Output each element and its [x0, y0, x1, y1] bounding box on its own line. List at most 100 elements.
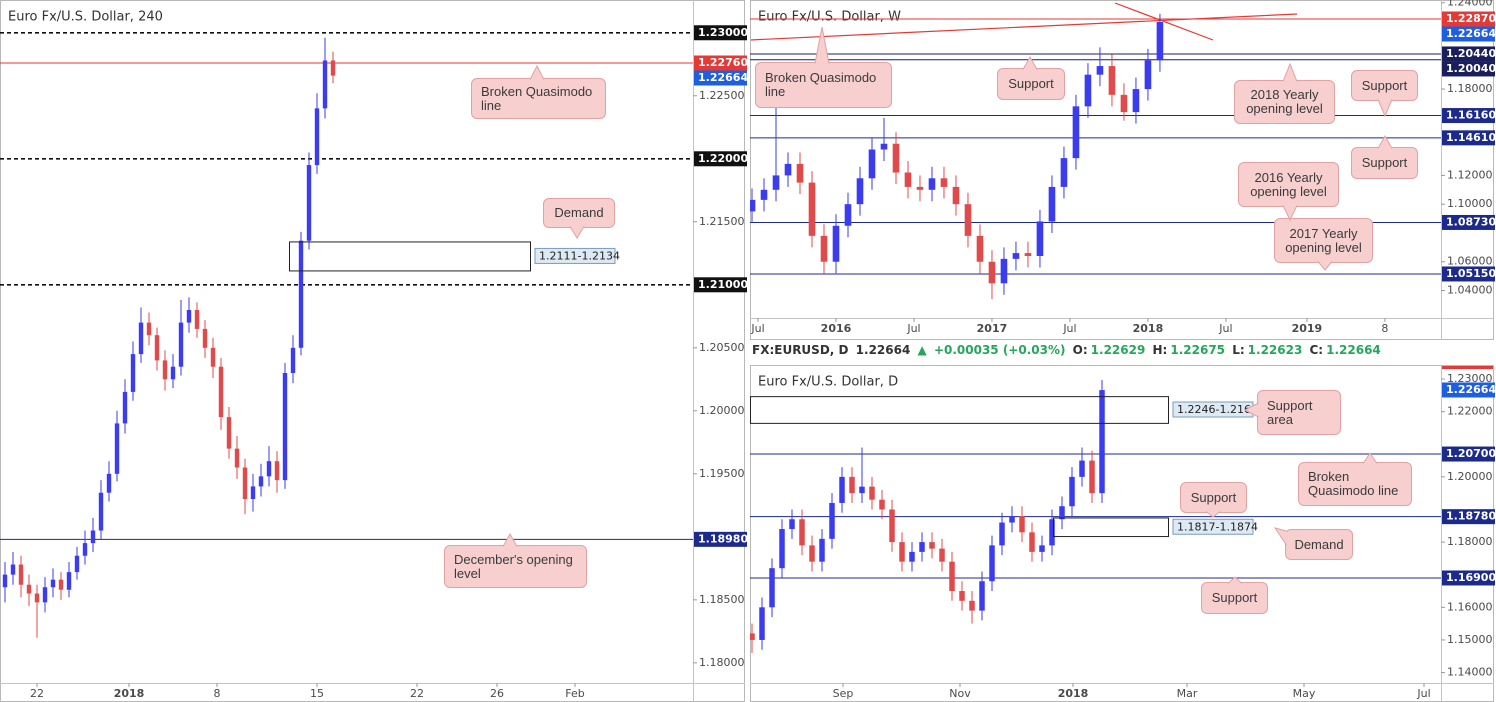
candle-body	[769, 568, 775, 608]
callout: 2018 Yearly opening level	[1234, 80, 1335, 124]
candle-body	[202, 328, 208, 348]
candle-body	[1009, 516, 1015, 523]
x-tick-label: 8	[1381, 322, 1388, 335]
candle-body	[969, 600, 975, 611]
candle-body	[844, 204, 852, 226]
y-tick-label: 1.10000	[1447, 197, 1493, 210]
x-tick-label: Jul	[1416, 687, 1430, 700]
candle-body	[258, 476, 264, 487]
last-price-label: 1.22664	[698, 71, 748, 84]
zone-label-box	[534, 247, 616, 264]
x-tick-label: Mar	[1177, 687, 1198, 700]
y-tick-label: 1.20000	[1447, 470, 1493, 483]
x-tick-label: 8	[214, 687, 221, 700]
callout: Broken Quasimodo line	[471, 78, 606, 119]
candle-body	[1156, 22, 1164, 61]
candle-body	[1039, 545, 1045, 552]
candle-body	[1108, 66, 1116, 95]
candle-body	[784, 163, 792, 176]
candle-body	[789, 519, 795, 530]
chart-panel: Euro Fx/U.S. Dollar, 240 1.18000 1.18500 1.…	[0, 0, 748, 702]
x-tick-label: Nov	[949, 687, 971, 700]
zone-label: 1.1817-1.1874	[1177, 520, 1258, 533]
candle-body	[869, 486, 875, 500]
candle-body	[919, 542, 925, 552]
x-tick-label: Jul	[1218, 322, 1232, 335]
candle-body	[186, 309, 192, 323]
chart-title: Euro Fx/U.S. Dollar, 240	[8, 10, 163, 25]
candle-body	[58, 579, 64, 590]
level-tag-label: 1.20440	[1446, 47, 1496, 60]
candle-body	[210, 347, 216, 367]
candle-body	[772, 175, 780, 190]
x-tick-label: Jul	[906, 322, 920, 335]
candle-body	[1049, 519, 1055, 546]
level-tag	[1442, 130, 1495, 146]
y-tick-label: 1.16000	[1447, 600, 1493, 613]
candle-body	[909, 551, 915, 562]
panel-frame	[750, 365, 1494, 702]
open: 1.22629	[1090, 343, 1146, 357]
candle-body	[829, 502, 835, 539]
candle-body	[759, 607, 765, 640]
close-label: C:	[1309, 343, 1324, 357]
candle-body	[194, 309, 200, 329]
candle-body	[2, 574, 8, 588]
level-tag-label: 1.16900	[1446, 571, 1496, 584]
candle-body	[106, 473, 112, 493]
candle-body	[892, 143, 900, 173]
candle-body	[899, 542, 905, 562]
candle-body	[66, 572, 72, 590]
plot-area	[750, 13, 1441, 300]
callout: Support	[1201, 582, 1268, 614]
zone	[750, 396, 1169, 424]
candle-body	[242, 467, 248, 500]
level-tag	[1442, 570, 1495, 586]
change: +0.00035 (+0.03%)	[933, 343, 1066, 357]
close: 1.22664	[1326, 343, 1381, 357]
x-tick-label: 2018	[1058, 687, 1089, 700]
symbol: FX:EURUSD, D	[752, 343, 849, 357]
candle-body	[154, 335, 160, 361]
candle-body	[940, 178, 948, 187]
candle-body	[178, 322, 184, 367]
candle-body	[1096, 66, 1104, 75]
candle-body	[250, 486, 256, 500]
candle-body	[929, 542, 935, 549]
x-tick-label: 2016	[821, 322, 852, 335]
level-tag	[694, 277, 747, 293]
candle-body	[218, 366, 224, 418]
candle-body	[1019, 516, 1025, 533]
candle-body	[122, 391, 128, 424]
level-tag	[694, 151, 747, 167]
candle-body	[949, 561, 955, 592]
candle-body	[18, 564, 24, 585]
candle-body	[306, 165, 312, 241]
candle-body	[820, 235, 828, 262]
level-tag-label: 1.18980	[698, 532, 748, 545]
y-tick-label: 1.12000	[1447, 168, 1493, 181]
candle-body	[266, 461, 272, 477]
candle-body	[1036, 221, 1044, 256]
x-tick-label: 2017	[977, 322, 1008, 335]
level-tag	[1442, 61, 1495, 77]
level-tag-label: 1.20700	[1446, 447, 1496, 460]
trend-line	[1114, 2, 1214, 41]
level-tag-label: 1.20040	[1446, 62, 1496, 75]
low-label: L:	[1232, 343, 1245, 357]
callout: Support area	[1257, 390, 1341, 435]
x-tick-label: 2019	[1292, 322, 1323, 335]
x-tick-label: 22	[410, 687, 424, 700]
candle-body	[849, 476, 855, 494]
callout: Broken Quasimodo line	[1298, 462, 1412, 506]
candle-body	[904, 172, 912, 187]
level-tag-label: 1.21000	[698, 278, 748, 291]
level-tag	[1442, 509, 1495, 525]
y-tick-label: 1.20500	[699, 341, 745, 354]
trend-line	[750, 13, 1298, 41]
candle-body	[979, 581, 985, 611]
candle-body	[799, 519, 805, 546]
candle-body	[50, 579, 56, 588]
